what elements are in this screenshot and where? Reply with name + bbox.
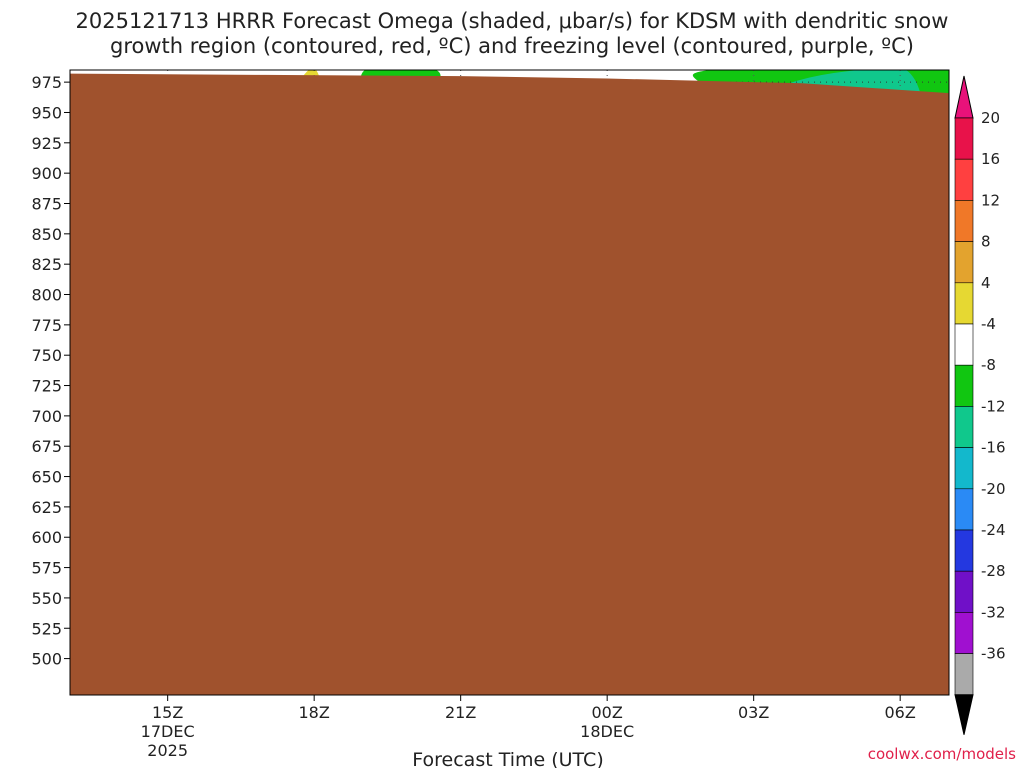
- colorbar-tick-label: -8: [981, 356, 996, 374]
- y-tick-label: 650: [31, 468, 62, 487]
- y-tick-label: 500: [31, 650, 62, 669]
- y-tick-label: 675: [31, 437, 62, 456]
- colorbar-swatch: [954, 200, 974, 242]
- y-tick-label: 525: [31, 619, 62, 638]
- colorbar-tick-label: -36: [981, 645, 1006, 663]
- y-tick-label: 700: [31, 407, 62, 426]
- ground-surface: [70, 73, 949, 695]
- colorbar-swatch: [954, 282, 974, 325]
- colorbar-tick-label: 20: [981, 109, 1000, 127]
- x-tick-date-label: 17DEC: [141, 722, 195, 741]
- x-tick-label: 00Z: [592, 703, 623, 722]
- colorbar-tick-label: 4: [981, 274, 991, 292]
- y-tick-label: 575: [31, 559, 62, 578]
- colorbar-tick-label: -16: [981, 439, 1006, 457]
- plot-area: -12-120: [69, 69, 950, 696]
- chart-title-line-2: growth region (contoured, red, ºC) and f…: [110, 34, 914, 58]
- y-tick-label: 800: [31, 286, 62, 305]
- colorbar-swatch: [954, 406, 974, 448]
- colorbar-tick-label: -32: [981, 603, 1006, 621]
- colorbar-swatch: [954, 158, 974, 201]
- colorbar-swatch: [954, 488, 974, 531]
- ground-layer: [70, 73, 949, 695]
- colorbar-tick-label: -24: [981, 521, 1006, 539]
- y-tick-label: 625: [31, 498, 62, 517]
- colorbar-tick-label: 8: [981, 233, 991, 251]
- y-tick-label: 775: [31, 316, 62, 335]
- colorbar-swatch: [954, 570, 974, 613]
- y-tick-label: 875: [31, 194, 62, 213]
- x-axis-label: Forecast Time (UTC): [412, 749, 603, 768]
- y-tick-label: 600: [31, 528, 62, 547]
- y-tick-label: 950: [31, 103, 62, 122]
- y-tick-label: 975: [31, 73, 62, 92]
- x-tick-label: 18Z: [299, 703, 330, 722]
- colorbar-tick-label: 12: [981, 191, 1000, 209]
- colorbar-swatch: [954, 447, 974, 490]
- colorbar-swatch: [954, 653, 974, 696]
- x-tick-label: 15Z: [152, 703, 183, 722]
- y-tick-label: 850: [31, 225, 62, 244]
- colorbar-swatch: [954, 529, 974, 572]
- y-tick-label: 750: [31, 346, 62, 365]
- colorbar-underflow-triangle: [954, 694, 974, 735]
- y-tick-label: 825: [31, 255, 62, 274]
- y-tick-label: 900: [31, 164, 62, 183]
- chart-title-line-1: 2025121713 HRRR Forecast Omega (shaded, …: [76, 9, 949, 33]
- x-tick-date-label: 18DEC: [580, 722, 634, 741]
- colorbar-overflow-triangle: [954, 75, 974, 119]
- y-tick-label: 725: [31, 377, 62, 396]
- colorbar-tick-label: 16: [981, 150, 1000, 168]
- x-tick-label: 06Z: [885, 703, 916, 722]
- y-axis: 500 525 550 575 600 625 650 675 700 725 750 775 800 8…: [31, 73, 70, 669]
- colorbar-tick-label: -20: [981, 480, 1006, 498]
- colorbar-tick-label: -12: [981, 397, 1006, 415]
- y-tick-label: 550: [31, 589, 62, 608]
- colorbar-tick-label: -4: [981, 315, 996, 333]
- x-tick-label: 03Z: [738, 703, 769, 722]
- colorbar-swatch: [954, 117, 974, 160]
- y-tick-label: 925: [31, 134, 62, 153]
- colorbar-swatch: [954, 612, 974, 654]
- x-tick-label: 21Z: [445, 703, 476, 722]
- plot-frame: [69, 69, 950, 696]
- colorbar-swatch: [954, 241, 974, 284]
- colorbar: 20 16 12 8 4 -4 -8 -12 -16 -20 -24 -28 -32 -36: [954, 75, 1006, 735]
- colorbar-tick-label: -28: [981, 562, 1006, 580]
- colorbar-swatch: [954, 364, 974, 407]
- credit-text: coolwx.com/models: [868, 745, 1016, 763]
- x-tick-year-label: 2025: [147, 741, 188, 760]
- colorbar-swatch: [954, 323, 974, 366]
